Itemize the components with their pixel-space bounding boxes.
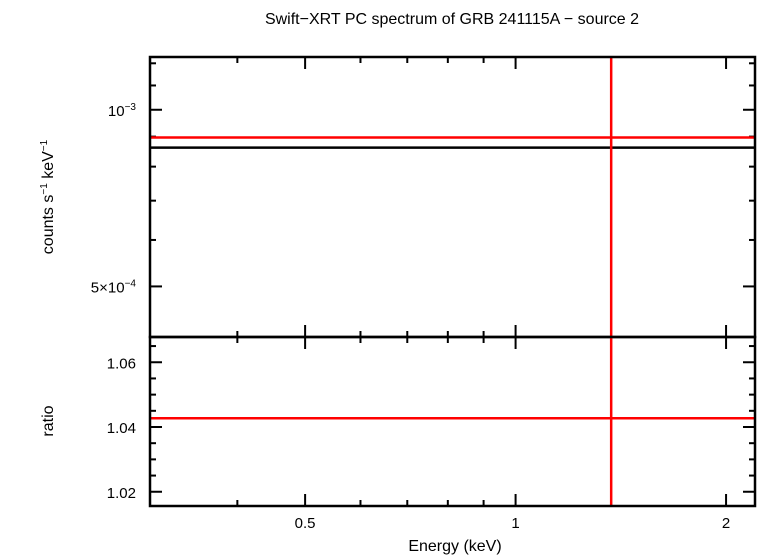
ratio-plot-frame <box>148 335 757 508</box>
spectrum-plot-frame <box>148 55 757 339</box>
x-tick-label: 1 <box>511 515 519 532</box>
y-tick-label: 5×10−4 <box>91 278 137 296</box>
y-tick-label: 1.04 <box>107 420 136 437</box>
y-tick-label: 10−3 <box>108 102 137 120</box>
x-axis-label: Energy (keV) <box>408 538 501 555</box>
ratio-panel: 1.02 1.04 1.06 0.5 1 2 <box>107 335 757 532</box>
ratio-y-axis-label: ratio <box>40 405 57 436</box>
y-tick-label: 1.02 <box>107 485 136 502</box>
x-tick-label: 0.5 <box>295 515 316 532</box>
spectrum-panel: 10−3 5×10−4 <box>91 55 757 339</box>
x-tick-label: 2 <box>722 515 730 532</box>
chart-title: Swift−XRT PC spectrum of GRB 241115A − s… <box>265 11 639 28</box>
y-tick-label: 1.06 <box>107 355 136 372</box>
spectrum-y-axis-label: counts s−1 keV−1 <box>39 139 57 254</box>
